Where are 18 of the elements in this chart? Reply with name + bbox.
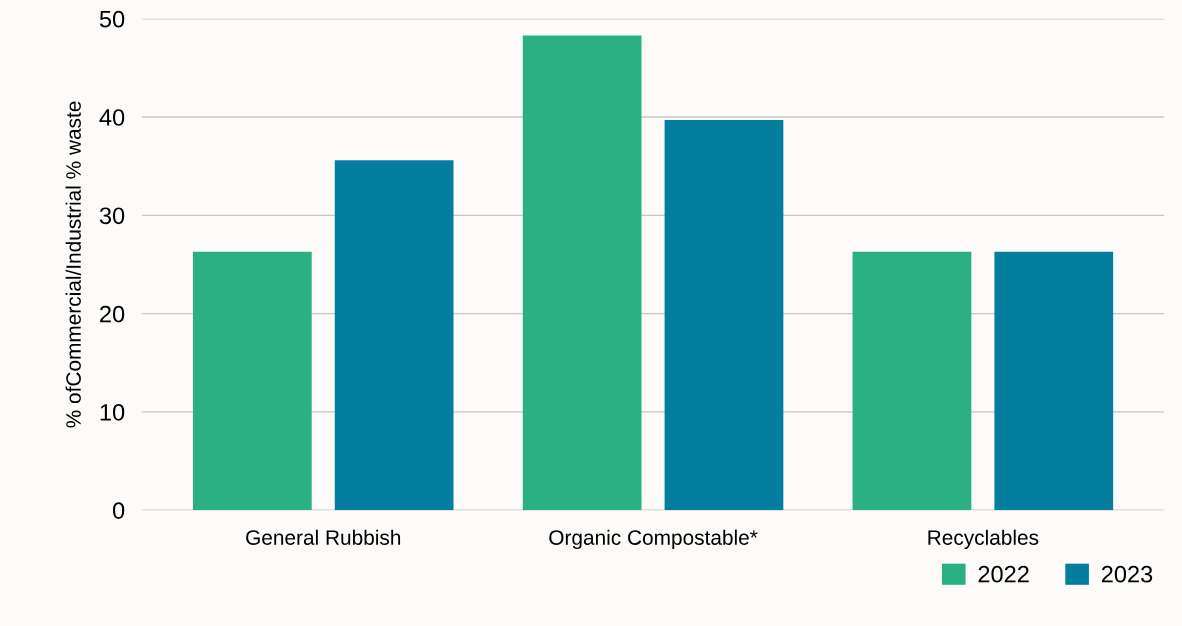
y-tick-label: 40 [99, 109, 125, 126]
bar [334, 160, 454, 511]
x-tick-label: Organic Compostable* [549, 529, 758, 550]
y-tick-label: 30 [99, 207, 125, 225]
bar [522, 35, 642, 511]
y-tick-label: 50 [99, 10, 125, 28]
y-axis-title: % ofCommercial/Industrial % waste [65, 101, 81, 428]
legend-label: 2023 [1101, 565, 1153, 583]
y-tick-label: 0 [112, 502, 125, 519]
y-tick-label: 10 [100, 403, 125, 421]
bar [192, 251, 312, 511]
x-tick-label: Recyclables [928, 529, 1039, 550]
bar [664, 120, 784, 511]
legend-label: 2022 [978, 565, 1029, 583]
y-tick-label: 20 [100, 305, 125, 323]
bar [852, 251, 972, 511]
x-tick-label: General Rubbish [246, 529, 401, 545]
bar [994, 251, 1114, 511]
